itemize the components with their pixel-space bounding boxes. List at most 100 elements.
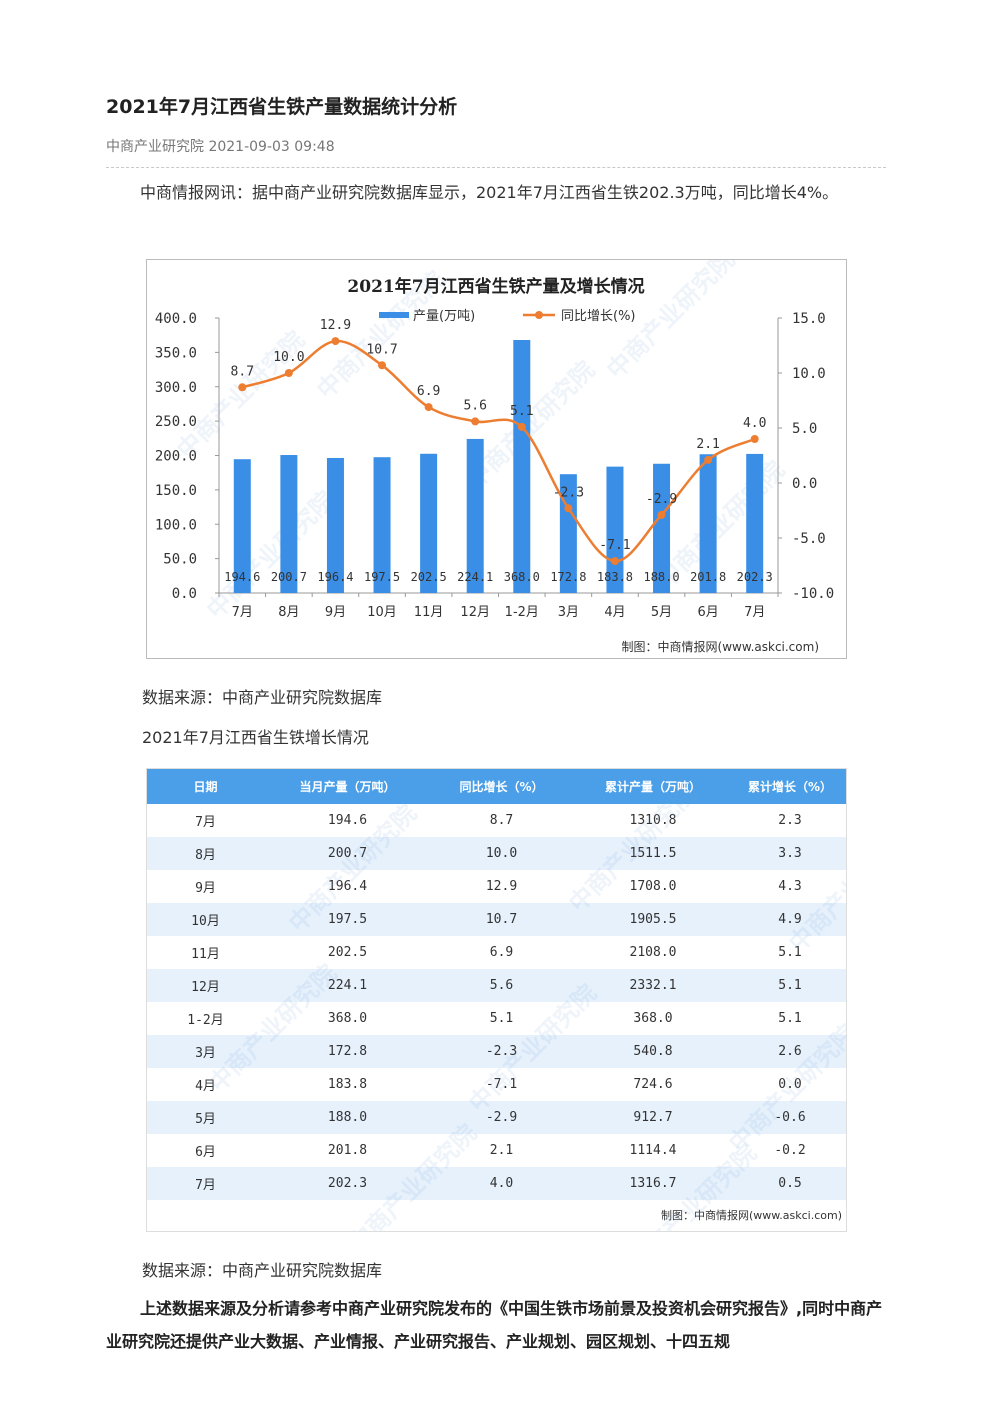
growth-point	[564, 504, 573, 513]
table-credit: 制图：中商情报网(www.askci.com)	[661, 1209, 842, 1222]
cell-cumulative-growth: 4.9	[734, 903, 846, 936]
right-tick-label: 0.0	[792, 476, 817, 492]
bar-value-label: 196.4	[317, 570, 353, 584]
bar-value-label: 194.6	[224, 570, 260, 584]
bar-value-label: 224.1	[457, 570, 493, 584]
table-row: 4月 183.8 -7.1 724.6 0.0	[147, 1068, 846, 1101]
left-tick-label: 50.0	[163, 552, 197, 568]
cell-cumulative-growth: 0.0	[778, 1077, 802, 1092]
cell-cumulative-growth: -0.6	[734, 1101, 846, 1134]
cell-date: 7月	[147, 1167, 264, 1200]
bar-value-label: 368.0	[504, 570, 540, 584]
right-tick-label: -10.0	[792, 586, 834, 602]
legend-bar-swatch	[379, 312, 409, 318]
bar	[746, 453, 764, 593]
cell-yoy-growth: 5.1	[489, 1011, 514, 1026]
data-table: 日期 当月产量（万吨） 同比增长（%） 累计产量（万吨） 累计增长（%） 7月 1…	[147, 769, 846, 1200]
growth-value-label: 10.7	[366, 342, 397, 357]
cell-cumulative-output: 1316.7	[572, 1167, 734, 1200]
growth-value-label: -7.1	[599, 538, 630, 553]
table-header-row: 日期 当月产量（万吨） 同比增长（%） 累计产量（万吨） 累计增长（%）	[147, 769, 846, 804]
cell-date: 3月	[147, 1035, 264, 1068]
chart-svg: 中商产业研究院 中商产业研究院中商产业研究院中商产业研究院中商产业研究院中商产业研…	[155, 260, 834, 654]
bar-value-label: 200.7	[271, 570, 307, 584]
cell-date: 10月	[147, 903, 264, 936]
right-tick-label: -5.0	[792, 531, 826, 547]
cell-date: 7月	[195, 815, 216, 830]
cell-monthly-output: 224.1	[264, 969, 431, 1002]
x-tick-label: 5月	[651, 605, 672, 620]
cell-cumulative-output: 2332.1	[572, 969, 734, 1002]
growth-point	[378, 361, 387, 370]
article-title: 2021年7月江西省生铁产量数据统计分析	[106, 96, 458, 118]
bar	[699, 454, 717, 593]
cell-monthly-output: 201.8	[327, 1143, 368, 1158]
left-tick-label: 100.0	[155, 517, 197, 533]
cell-cumulative-growth: 5.1	[778, 1011, 802, 1026]
cell-cumulative-output: 912.7	[572, 1101, 734, 1134]
right-tick-label: 5.0	[792, 421, 817, 437]
table-row: 3月 172.8 -2.3 540.8 2.6	[147, 1035, 846, 1068]
table-caption: 2021年7月江西省生铁增长情况	[142, 728, 369, 747]
growth-value-label: 10.0	[273, 350, 304, 365]
table-row: 10月 197.5 10.7 1905.5 4.9	[147, 903, 846, 936]
legend-line-label: 同比增长(%)	[561, 309, 636, 324]
table-row: 7月 194.6 8.7 1310.8 2.3	[147, 804, 846, 837]
cell-date: 4月	[195, 1079, 216, 1094]
cell-yoy-growth: 12.9	[485, 879, 518, 894]
cell-cumulative-growth: 5.1	[778, 945, 802, 960]
cell-cumulative-growth: 5.1	[734, 969, 846, 1002]
growth-value-label: -2.3	[553, 485, 584, 500]
x-tick-label: 11月	[414, 605, 444, 620]
data-table-container: 日期 当月产量（万吨） 同比增长（%） 累计产量（万吨） 累计增长（%） 7月 1…	[146, 768, 847, 1232]
cell-cumulative-growth: -0.2	[774, 1143, 806, 1158]
growth-point	[517, 422, 526, 431]
table-row: 11月 202.5 6.9 2108.0 5.1	[147, 936, 846, 969]
cell-monthly-output: 196.4	[327, 879, 368, 894]
cell-cumulative-output: 1905.5	[572, 903, 734, 936]
x-tick-label: 8月	[278, 605, 299, 620]
cell-monthly-output: 202.3	[264, 1167, 431, 1200]
closing-paragraph: 上述数据来源及分析请参考中商产业研究院发布的《中国生铁市场前景及投资机会研究报告…	[106, 1299, 883, 1351]
x-tick-label: 7月	[232, 605, 253, 620]
growth-point	[610, 557, 619, 566]
left-tick-label: 400.0	[155, 311, 197, 327]
cell-monthly-output: 188.0	[264, 1101, 431, 1134]
cell-date: 9月	[195, 881, 216, 896]
table-row: 9月 196.4 12.9 1708.0 4.3	[147, 870, 846, 903]
cell-cumulative-output: 1511.5	[572, 837, 734, 870]
growth-point	[471, 417, 480, 426]
table-source: 数据来源：中商产业研究院数据库	[142, 1261, 383, 1280]
cell-date: 1-2月	[187, 1013, 224, 1028]
left-tick-label: 200.0	[155, 449, 197, 465]
cell-yoy-growth: 5.6	[431, 969, 572, 1002]
header-monthly-output: 当月产量（万吨）	[264, 769, 431, 804]
cell-yoy-growth: 8.7	[489, 813, 514, 828]
cell-monthly-output: 368.0	[327, 1011, 368, 1026]
growth-value-label: 5.1	[510, 404, 533, 419]
cell-yoy-growth: -7.1	[485, 1077, 518, 1092]
x-tick-label: 4月	[604, 605, 625, 620]
x-tick-label: 10月	[367, 605, 397, 620]
cell-yoy-growth: 10.7	[431, 903, 572, 936]
bar	[513, 340, 531, 593]
growth-point	[657, 510, 666, 519]
x-tick-label: 9月	[325, 605, 346, 620]
cell-cumulative-growth: 4.3	[778, 879, 802, 894]
table-row: 5月 188.0 -2.9 912.7 -0.6	[147, 1101, 846, 1134]
x-tick-label: 12月	[460, 605, 490, 620]
bar	[466, 438, 484, 593]
table-row: 6月 201.8 2.1 1114.4 -0.2	[147, 1134, 846, 1167]
growth-value-label: 5.6	[463, 398, 486, 413]
chart-title: 2021年7月江西省生铁产量及增长情况	[347, 276, 644, 297]
legend-line-marker	[535, 311, 543, 319]
growth-point	[284, 369, 293, 377]
bar-value-label: 201.8	[690, 570, 726, 584]
cell-cumulative-growth: 3.3	[734, 837, 846, 870]
chart-source: 数据来源：中商产业研究院数据库	[142, 688, 383, 707]
cell-yoy-growth: -2.9	[431, 1101, 572, 1134]
x-tick-label: 1-2月	[505, 605, 539, 620]
cell-yoy-growth: 10.0	[431, 837, 572, 870]
cell-cumulative-output: 1310.8	[629, 813, 677, 828]
header-yoy-growth: 同比增长（%）	[431, 769, 572, 804]
